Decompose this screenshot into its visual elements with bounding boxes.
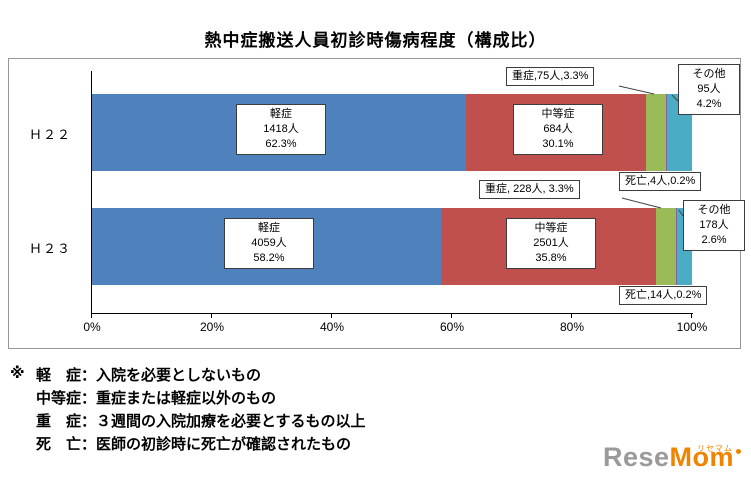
label-h22-mild: 軽症 1418人 62.3% bbox=[236, 104, 326, 155]
leader-line bbox=[621, 197, 662, 209]
bar-segment bbox=[655, 208, 676, 285]
label-h23-moderate: 中等症 2501人 35.8% bbox=[506, 218, 596, 269]
label-line: その他 bbox=[697, 204, 731, 216]
label-line: 62.3% bbox=[265, 138, 297, 150]
notes-block: ※ 軽 症：入院を必要としないもの 中等症：重症または軽症以外のもの 重 症：３… bbox=[10, 364, 366, 456]
callout-h22-death: 死亡,4人,0.2% bbox=[619, 172, 702, 191]
logo-dot bbox=[736, 449, 741, 454]
label-line: 2501人 bbox=[533, 237, 569, 249]
x-tick-label: 80% bbox=[559, 320, 585, 334]
x-tick-label: 20% bbox=[199, 320, 225, 334]
label-line: 30.1% bbox=[542, 138, 574, 150]
x-tick-mark bbox=[691, 314, 692, 318]
chart-area: 0% 20% 40% 60% 80% 100% Ｈ２２ Ｈ２３ 軽症 1418人… bbox=[8, 58, 745, 349]
x-tick-label: 0% bbox=[83, 320, 101, 334]
callout-h22-severe: 重症,75人,3.3% bbox=[506, 67, 595, 86]
note-line: 軽 症：入院を必要としないもの bbox=[36, 367, 262, 384]
x-tick-label: 100% bbox=[676, 320, 708, 334]
y-axis-line bbox=[91, 71, 92, 314]
category-label-h23: Ｈ２３ bbox=[28, 241, 71, 256]
label-line: 中等症 bbox=[534, 222, 568, 234]
note-lines: 軽 症：入院を必要としないもの 中等症：重症または軽症以外のもの 重 症：３週間… bbox=[36, 364, 366, 456]
callout-h23-death: 死亡,14人,0.2% bbox=[619, 286, 708, 305]
x-tick-mark bbox=[211, 314, 212, 318]
label-h23-mild: 軽症 4059人 58.2% bbox=[224, 218, 314, 269]
label-h22-moderate: 中等症 684人 30.1% bbox=[513, 104, 603, 155]
label-line: 684人 bbox=[543, 123, 573, 135]
note-line: 死 亡：医師の初診時に死亡が確認されたもの bbox=[36, 436, 352, 453]
logo-text-mom: Mom bbox=[669, 442, 734, 472]
bar-segment bbox=[666, 94, 668, 171]
x-tick-label: 40% bbox=[319, 320, 345, 334]
label-line: 35.8% bbox=[535, 252, 567, 264]
x-tick-mark bbox=[571, 314, 572, 318]
x-tick-mark bbox=[331, 314, 332, 318]
chart-title: 熱中症搬送人員初診時傷病程度（構成比） bbox=[204, 31, 547, 50]
label-h23-other: その他 178人 2.6% bbox=[683, 200, 745, 251]
bar-segment bbox=[675, 208, 677, 285]
x-tick-mark bbox=[451, 314, 452, 318]
note-line: 重 症：３週間の入院加療を必要とするもの以上 bbox=[36, 413, 366, 430]
x-axis-line bbox=[91, 313, 693, 314]
leader-line bbox=[618, 85, 655, 95]
x-tick-label: 60% bbox=[439, 320, 465, 334]
label-h22-other: その他 95人 4.2% bbox=[678, 64, 740, 115]
logo-ruby-text: リセマム bbox=[697, 444, 733, 453]
callout-h23-severe: 重症, 228人, 3.3% bbox=[479, 180, 580, 199]
label-line: 1418人 bbox=[263, 123, 299, 135]
logo-text-rese: Rese bbox=[602, 442, 670, 472]
label-line: その他 bbox=[692, 68, 726, 80]
bar-segment bbox=[646, 94, 667, 171]
label-line: 中等症 bbox=[541, 108, 575, 120]
label-line: 58.2% bbox=[253, 252, 285, 264]
bar-h23 bbox=[92, 208, 692, 285]
label-line: 2.6% bbox=[701, 234, 727, 246]
label-line: 軽症 bbox=[270, 108, 292, 120]
x-tick-mark bbox=[91, 314, 92, 318]
label-line: 178人 bbox=[699, 219, 729, 231]
note-line: 中等症：重症または軽症以外のもの bbox=[36, 390, 277, 407]
label-line: 95人 bbox=[697, 83, 721, 95]
label-line: 4.2% bbox=[696, 98, 722, 110]
label-line: 4059人 bbox=[251, 237, 287, 249]
resemom-logo: リセマム ReseMom bbox=[603, 434, 741, 472]
note-marker: ※ bbox=[10, 365, 25, 382]
label-line: 軽症 bbox=[258, 222, 280, 234]
category-label-h22: Ｈ２２ bbox=[28, 127, 71, 142]
